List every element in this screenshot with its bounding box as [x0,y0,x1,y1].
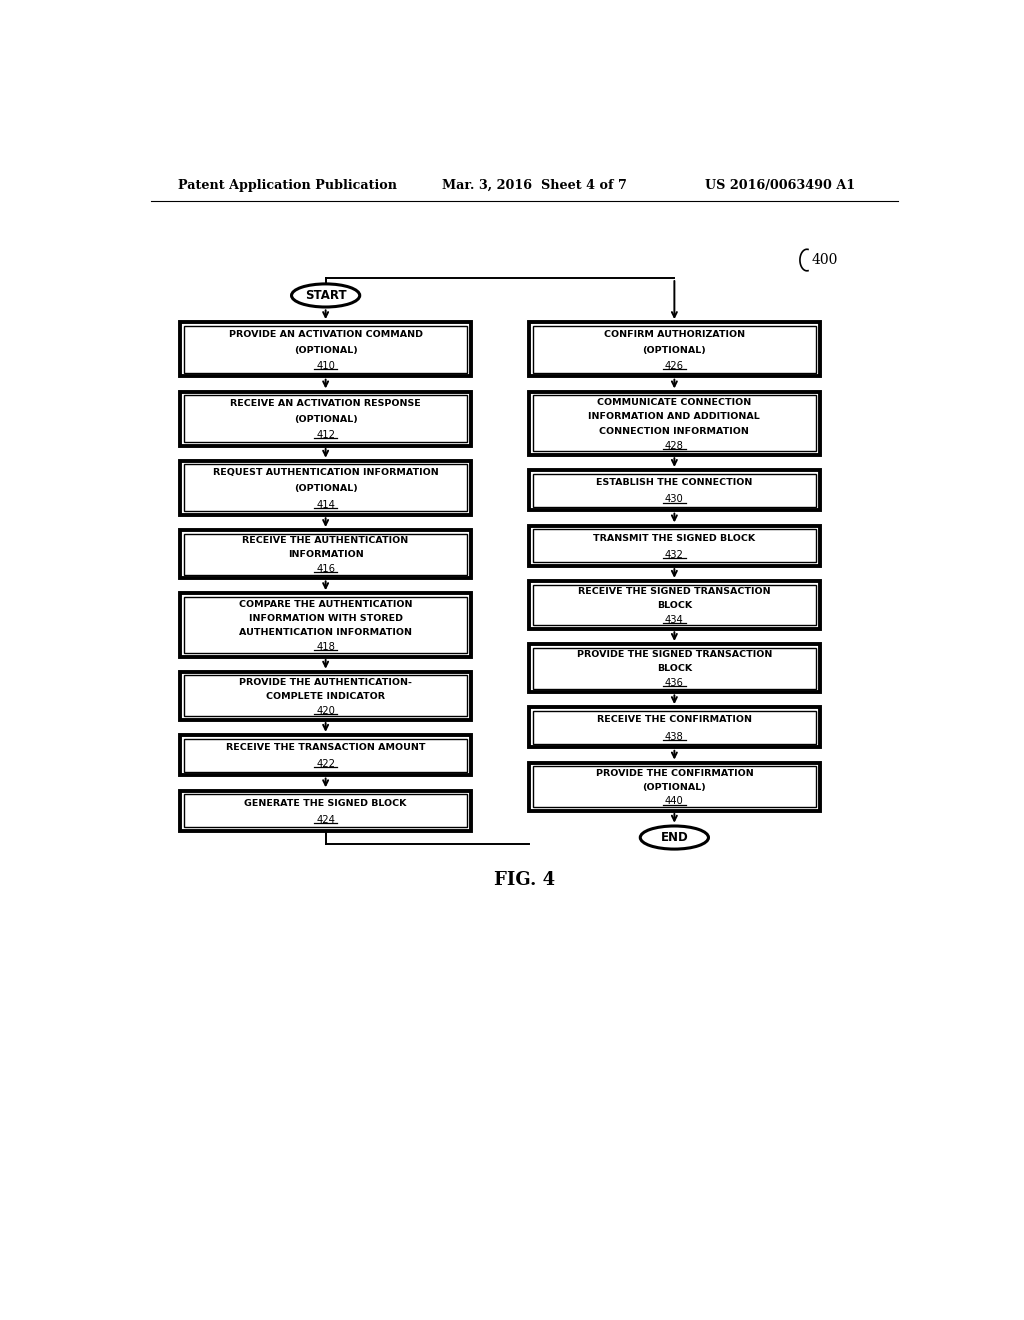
Text: US 2016/0063490 A1: US 2016/0063490 A1 [706,178,855,191]
FancyBboxPatch shape [180,322,471,376]
Text: 410: 410 [316,360,335,371]
FancyBboxPatch shape [183,326,467,372]
Text: CONNECTION INFORMATION: CONNECTION INFORMATION [599,426,750,436]
Text: RECEIVE THE AUTHENTICATION: RECEIVE THE AUTHENTICATION [243,536,409,545]
FancyBboxPatch shape [180,594,471,656]
Text: Patent Application Publication: Patent Application Publication [178,178,397,191]
FancyBboxPatch shape [183,395,467,442]
Text: RECEIVE THE SIGNED TRANSACTION: RECEIVE THE SIGNED TRANSACTION [579,587,771,597]
Text: INFORMATION WITH STORED: INFORMATION WITH STORED [249,614,402,623]
Text: INFORMATION AND ADDITIONAL: INFORMATION AND ADDITIONAL [589,412,760,421]
FancyBboxPatch shape [180,735,471,775]
Text: START: START [305,289,346,302]
Text: BLOCK: BLOCK [656,664,692,673]
Text: FIG. 4: FIG. 4 [495,871,555,888]
Text: REQUEST AUTHENTICATION INFORMATION: REQUEST AUTHENTICATION INFORMATION [213,469,438,478]
Text: PROVIDE THE SIGNED TRANSACTION: PROVIDE THE SIGNED TRANSACTION [577,651,772,659]
Text: 412: 412 [316,430,335,441]
FancyBboxPatch shape [180,672,471,719]
Text: 428: 428 [665,441,684,450]
FancyBboxPatch shape [532,585,816,626]
Text: RECEIVE THE CONFIRMATION: RECEIVE THE CONFIRMATION [597,715,752,725]
FancyBboxPatch shape [529,322,819,376]
FancyBboxPatch shape [183,533,467,574]
Text: Mar. 3, 2016  Sheet 4 of 7: Mar. 3, 2016 Sheet 4 of 7 [442,178,627,191]
Text: RECEIVE AN ACTIVATION RESPONSE: RECEIVE AN ACTIVATION RESPONSE [230,399,421,408]
Text: (OPTIONAL): (OPTIONAL) [294,346,357,355]
Text: AUTHENTICATION INFORMATION: AUTHENTICATION INFORMATION [240,628,412,638]
FancyBboxPatch shape [529,470,819,511]
Text: 418: 418 [316,643,335,652]
FancyBboxPatch shape [532,711,816,744]
Text: 420: 420 [316,706,335,715]
FancyBboxPatch shape [183,795,467,828]
FancyBboxPatch shape [529,581,819,628]
Text: INFORMATION: INFORMATION [288,550,364,560]
Text: COMMUNICATE CONNECTION: COMMUNICATE CONNECTION [597,397,752,407]
Text: 426: 426 [665,360,684,371]
Text: 432: 432 [665,550,684,560]
Text: PROVIDE THE AUTHENTICATION-: PROVIDE THE AUTHENTICATION- [240,678,412,686]
Text: 438: 438 [665,731,684,742]
FancyBboxPatch shape [532,395,816,451]
FancyBboxPatch shape [180,392,471,446]
FancyBboxPatch shape [529,525,819,566]
FancyBboxPatch shape [532,474,816,507]
Text: 414: 414 [316,499,335,510]
Text: 422: 422 [316,759,335,770]
FancyBboxPatch shape [532,529,816,562]
Text: 430: 430 [665,495,684,504]
Text: 436: 436 [665,678,684,688]
Text: 440: 440 [665,796,684,807]
FancyBboxPatch shape [529,392,819,455]
Text: ESTABLISH THE CONNECTION: ESTABLISH THE CONNECTION [596,478,753,487]
Text: (OPTIONAL): (OPTIONAL) [294,484,357,494]
FancyBboxPatch shape [532,767,816,807]
FancyBboxPatch shape [183,597,467,653]
FancyBboxPatch shape [180,531,471,578]
Text: BLOCK: BLOCK [656,601,692,610]
Text: (OPTIONAL): (OPTIONAL) [642,783,707,792]
Text: 424: 424 [316,814,335,825]
FancyBboxPatch shape [529,763,819,810]
FancyBboxPatch shape [180,791,471,830]
FancyBboxPatch shape [183,739,467,772]
FancyBboxPatch shape [183,465,467,511]
Text: 400: 400 [812,253,838,267]
Text: (OPTIONAL): (OPTIONAL) [642,346,707,355]
Ellipse shape [292,284,359,308]
FancyBboxPatch shape [183,676,467,717]
Text: GENERATE THE SIGNED BLOCK: GENERATE THE SIGNED BLOCK [245,799,407,808]
FancyBboxPatch shape [529,708,819,747]
Text: PROVIDE AN ACTIVATION COMMAND: PROVIDE AN ACTIVATION COMMAND [228,330,423,339]
FancyBboxPatch shape [529,644,819,692]
Text: CONFIRM AUTHORIZATION: CONFIRM AUTHORIZATION [604,330,744,339]
FancyBboxPatch shape [532,648,816,689]
Text: 434: 434 [665,615,684,624]
Text: COMPARE THE AUTHENTICATION: COMPARE THE AUTHENTICATION [239,599,413,609]
Text: COMPLETE INDICATOR: COMPLETE INDICATOR [266,692,385,701]
Text: RECEIVE THE TRANSACTION AMOUNT: RECEIVE THE TRANSACTION AMOUNT [226,743,425,752]
FancyBboxPatch shape [532,326,816,372]
Text: END: END [660,832,688,843]
Text: TRANSMIT THE SIGNED BLOCK: TRANSMIT THE SIGNED BLOCK [593,533,756,543]
Text: (OPTIONAL): (OPTIONAL) [294,414,357,424]
Text: PROVIDE THE CONFIRMATION: PROVIDE THE CONFIRMATION [596,768,754,777]
Ellipse shape [640,826,709,849]
FancyBboxPatch shape [180,461,471,515]
Text: 416: 416 [316,564,335,574]
